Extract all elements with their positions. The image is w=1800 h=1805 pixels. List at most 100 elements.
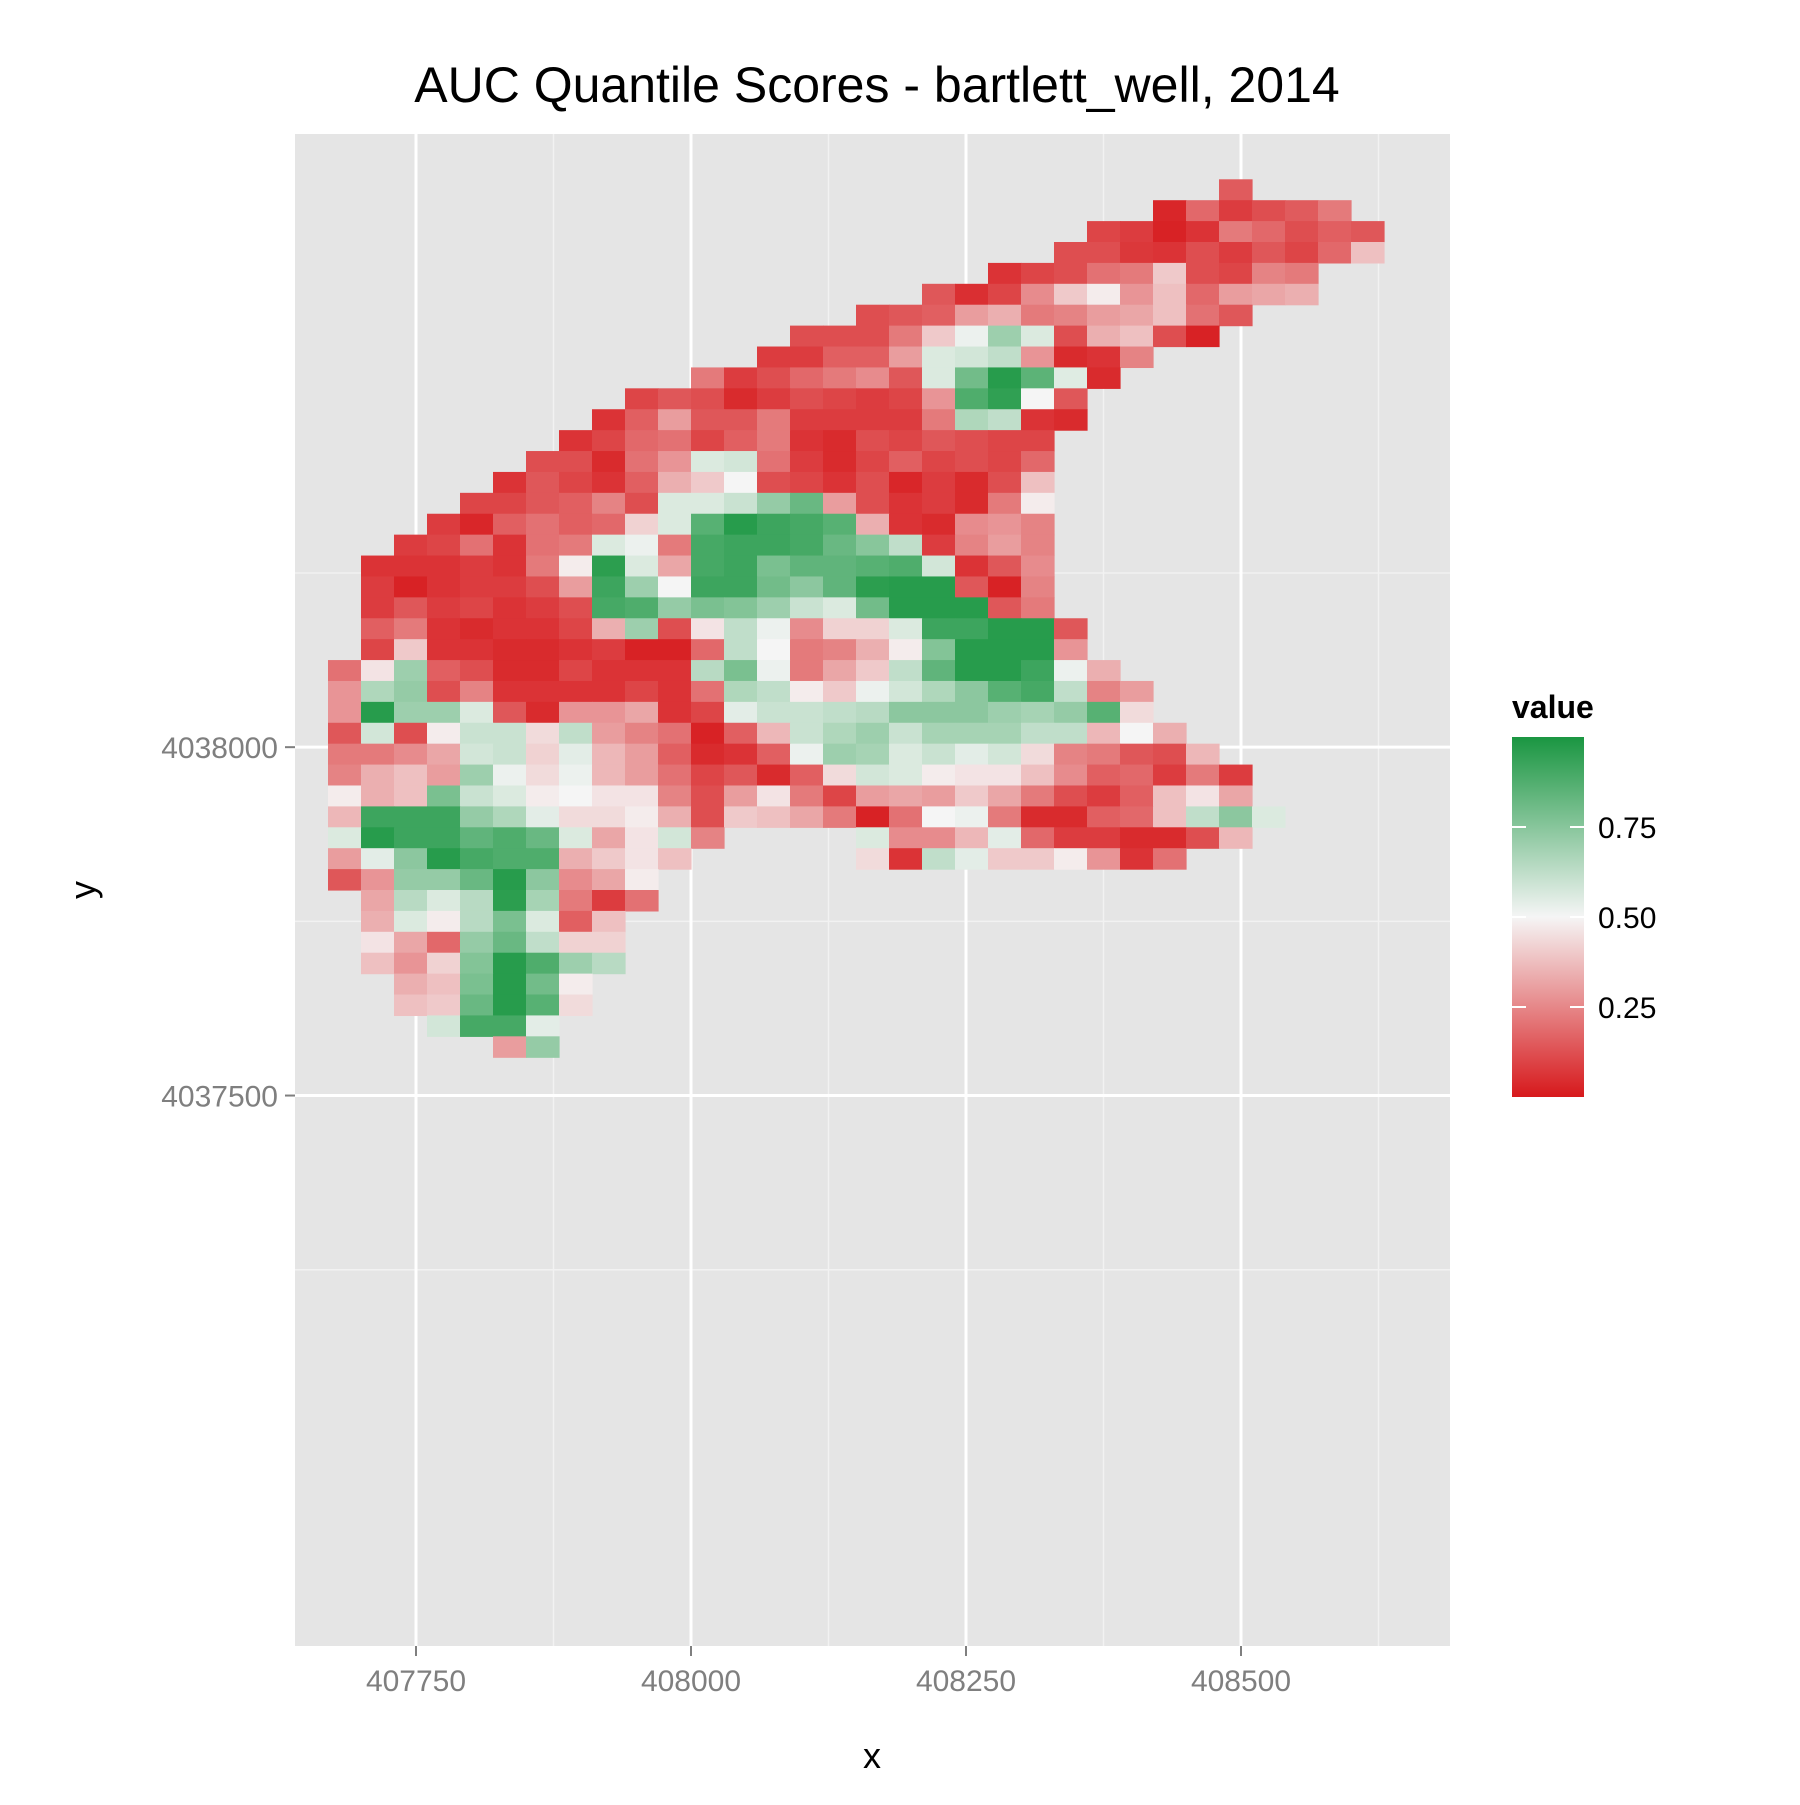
heatmap-cell bbox=[955, 618, 989, 640]
heatmap-cell bbox=[592, 534, 626, 557]
heatmap-cell bbox=[988, 555, 1022, 578]
heatmap-cell bbox=[922, 451, 956, 473]
heatmap-cell bbox=[1021, 743, 1055, 766]
heatmap-cell bbox=[526, 1015, 560, 1037]
heatmap-cell bbox=[856, 325, 890, 348]
heatmap-cell bbox=[955, 764, 989, 787]
heatmap-cell bbox=[1186, 785, 1220, 807]
heatmap-cell bbox=[1186, 221, 1220, 243]
heatmap-cell bbox=[922, 283, 956, 306]
heatmap-cell bbox=[1351, 242, 1385, 264]
heatmap-cell bbox=[757, 743, 791, 766]
heatmap-cell bbox=[1087, 262, 1121, 285]
heatmap-cells bbox=[328, 179, 1385, 1058]
heatmap-cell bbox=[658, 555, 692, 578]
heatmap-cell bbox=[394, 973, 428, 996]
heatmap-cell bbox=[592, 764, 626, 787]
heatmap-cell bbox=[394, 680, 428, 703]
heatmap-cell bbox=[790, 639, 824, 661]
heatmap-cell bbox=[361, 910, 395, 933]
heatmap-cell bbox=[889, 722, 923, 745]
heatmap-cell bbox=[361, 869, 395, 891]
heatmap-cell bbox=[823, 806, 857, 828]
heatmap-cell bbox=[394, 555, 428, 578]
heatmap-cell bbox=[1054, 304, 1088, 327]
heatmap-cell bbox=[988, 680, 1022, 703]
heatmap-cell bbox=[1054, 346, 1088, 369]
heatmap-cell bbox=[922, 576, 956, 598]
heatmap-cell bbox=[328, 785, 362, 807]
heatmap-cell bbox=[394, 952, 428, 975]
heatmap-cell bbox=[856, 471, 890, 494]
heatmap-cell bbox=[922, 701, 956, 724]
heatmap-cell bbox=[724, 492, 758, 515]
heatmap-cell bbox=[757, 806, 791, 828]
heatmap-cell bbox=[922, 827, 956, 849]
heatmap-cell bbox=[625, 409, 659, 431]
heatmap-cell bbox=[493, 994, 527, 1017]
heatmap-cell bbox=[1252, 242, 1286, 264]
heatmap-cell bbox=[559, 910, 593, 933]
heatmap-cell bbox=[1054, 618, 1088, 640]
heatmap-cell bbox=[361, 576, 395, 598]
heatmap-cell bbox=[889, 660, 923, 682]
heatmap-cell bbox=[1021, 325, 1055, 348]
heatmap-cell bbox=[757, 430, 791, 452]
heatmap-cell bbox=[658, 785, 692, 807]
heatmap-cell bbox=[592, 451, 626, 473]
heatmap-cell bbox=[1153, 304, 1187, 327]
heatmap-cell bbox=[625, 743, 659, 766]
heatmap-cell bbox=[955, 325, 989, 348]
heatmap-cell bbox=[658, 388, 692, 410]
heatmap-cell bbox=[955, 430, 989, 452]
heatmap-cell bbox=[922, 367, 956, 389]
x-tick-label: 408250 bbox=[916, 1665, 1016, 1698]
heatmap-cell bbox=[724, 660, 758, 682]
heatmap-cell bbox=[427, 618, 461, 640]
heatmap-cell bbox=[625, 806, 659, 828]
heatmap-cell bbox=[493, 492, 527, 515]
heatmap-cell bbox=[724, 722, 758, 745]
heatmap-cell bbox=[1087, 283, 1121, 306]
heatmap-cell bbox=[889, 618, 923, 640]
heatmap-cell bbox=[757, 513, 791, 536]
heatmap-cell bbox=[1054, 722, 1088, 745]
heatmap-cell bbox=[823, 639, 857, 661]
heatmap-cell bbox=[856, 451, 890, 473]
heatmap-cell bbox=[757, 785, 791, 807]
heatmap-cell bbox=[658, 660, 692, 682]
heatmap-cell bbox=[592, 890, 626, 912]
heatmap-cell bbox=[823, 409, 857, 431]
heatmap-cell bbox=[955, 471, 989, 494]
heatmap-cell bbox=[427, 576, 461, 598]
heatmap-cell bbox=[625, 451, 659, 473]
heatmap-cell bbox=[361, 931, 395, 954]
heatmap-cell bbox=[1054, 242, 1088, 264]
heatmap-cell bbox=[427, 680, 461, 703]
heatmap-cell bbox=[823, 555, 857, 578]
heatmap-cell bbox=[658, 451, 692, 473]
heatmap-cell bbox=[691, 680, 725, 703]
heatmap-cell bbox=[955, 785, 989, 807]
heatmap-cell bbox=[1219, 283, 1253, 306]
heatmap-cell bbox=[988, 283, 1022, 306]
heatmap-cell bbox=[889, 451, 923, 473]
heatmap-cell bbox=[1021, 576, 1055, 598]
heatmap-cell bbox=[790, 471, 824, 494]
heatmap-cell bbox=[394, 722, 428, 745]
heatmap-cell bbox=[724, 743, 758, 766]
heatmap-cell bbox=[1120, 325, 1154, 348]
heatmap-cell bbox=[757, 597, 791, 619]
heatmap-cell bbox=[460, 639, 494, 661]
heatmap-cell bbox=[559, 848, 593, 870]
heatmap-cell bbox=[1021, 430, 1055, 452]
heatmap-cell bbox=[1087, 346, 1121, 369]
heatmap-cell bbox=[592, 869, 626, 891]
heatmap-cell bbox=[1021, 283, 1055, 306]
heatmap-cell bbox=[625, 890, 659, 912]
heatmap-cell bbox=[592, 931, 626, 954]
heatmap-cell bbox=[460, 660, 494, 682]
heatmap-cell bbox=[658, 618, 692, 640]
heatmap-cell bbox=[922, 346, 956, 369]
heatmap-cell bbox=[856, 409, 890, 431]
